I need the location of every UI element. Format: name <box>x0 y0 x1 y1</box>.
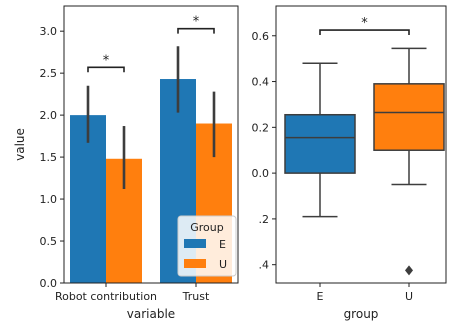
x-tick-label: Robot contribution <box>55 290 157 303</box>
right-plot-frame <box>275 5 447 284</box>
y-tick-label: 0.4 <box>252 76 270 89</box>
outlier-u <box>405 265 413 276</box>
y-tick-label: 0.2 <box>252 121 270 134</box>
left-plot-frame <box>63 5 239 284</box>
y-tick-label: 0.0 <box>252 167 270 180</box>
y-tick-label: 0.5 <box>40 235 58 248</box>
significance-bracket <box>319 29 410 36</box>
y-tick-label: 2.5 <box>40 67 58 80</box>
bar-chart: * * 0.0 0.5 1.0 1.5 2.0 2.5 3.0 Robot contributio… <box>13 5 239 321</box>
x-tick-label: Trust <box>182 290 210 303</box>
significance-star: * <box>361 16 368 31</box>
legend-swatch-u <box>184 259 206 268</box>
x-axis-label: group <box>344 307 379 321</box>
y-tick-label: .2 <box>259 213 270 226</box>
legend-label-e: E <box>219 238 226 251</box>
significance-star: * <box>103 53 110 68</box>
y-tick-label: 0.6 <box>252 30 270 43</box>
y-tick-label: 3.0 <box>40 25 58 38</box>
x-tick-label: E <box>317 290 324 303</box>
significance-bracket <box>177 27 215 34</box>
x-axis-label: variable <box>127 307 175 321</box>
legend-label-u: U <box>219 258 227 271</box>
x-tick-label: U <box>405 290 413 303</box>
box-u <box>373 83 445 151</box>
y-tick-label: .4 <box>259 259 270 272</box>
significance-star: * <box>193 15 200 30</box>
y-tick-label: 1.5 <box>40 151 58 164</box>
bar-e-0 <box>70 115 106 283</box>
y-tick-label: 1.0 <box>40 193 58 206</box>
significance-bracket <box>87 66 125 73</box>
legend-swatch-e <box>184 239 206 248</box>
box-e <box>284 113 356 174</box>
y-tick-label: 0.0 <box>40 277 58 290</box>
y-axis-label: value <box>13 128 27 161</box>
legend-title: Group <box>190 221 224 234</box>
legend: Group EU <box>177 215 237 277</box>
y-tick-label: 2.0 <box>40 109 58 122</box>
